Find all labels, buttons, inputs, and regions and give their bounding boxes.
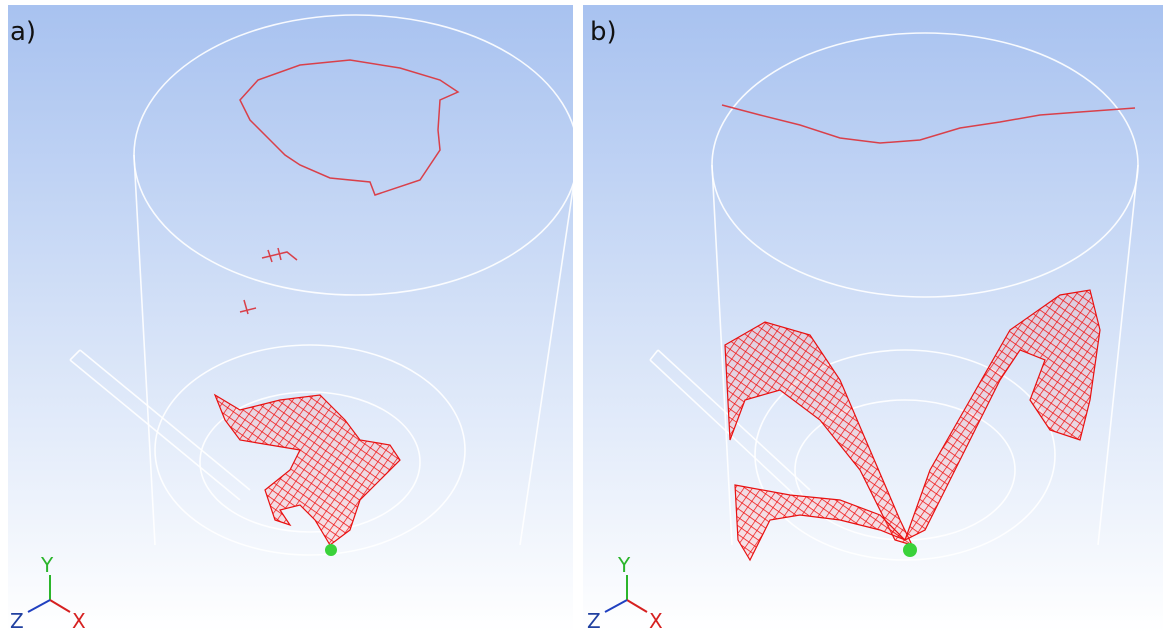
z-label: Z [587, 609, 601, 633]
panel-label: b) [590, 17, 617, 47]
panel-a: a) Y Z X [8, 5, 578, 633]
x-label: X [72, 609, 86, 633]
x-label: X [649, 609, 663, 633]
y-label: Y [40, 553, 54, 577]
outlet [903, 543, 917, 557]
y-label: Y [617, 553, 631, 577]
z-label: Z [10, 609, 24, 633]
panel-b: b) Y Z X [583, 5, 1163, 633]
panel-background [8, 5, 573, 633]
panel-label: a) [10, 17, 36, 47]
outlet [325, 544, 337, 556]
figure: a) Y Z X b) Y Z X [0, 0, 1165, 635]
